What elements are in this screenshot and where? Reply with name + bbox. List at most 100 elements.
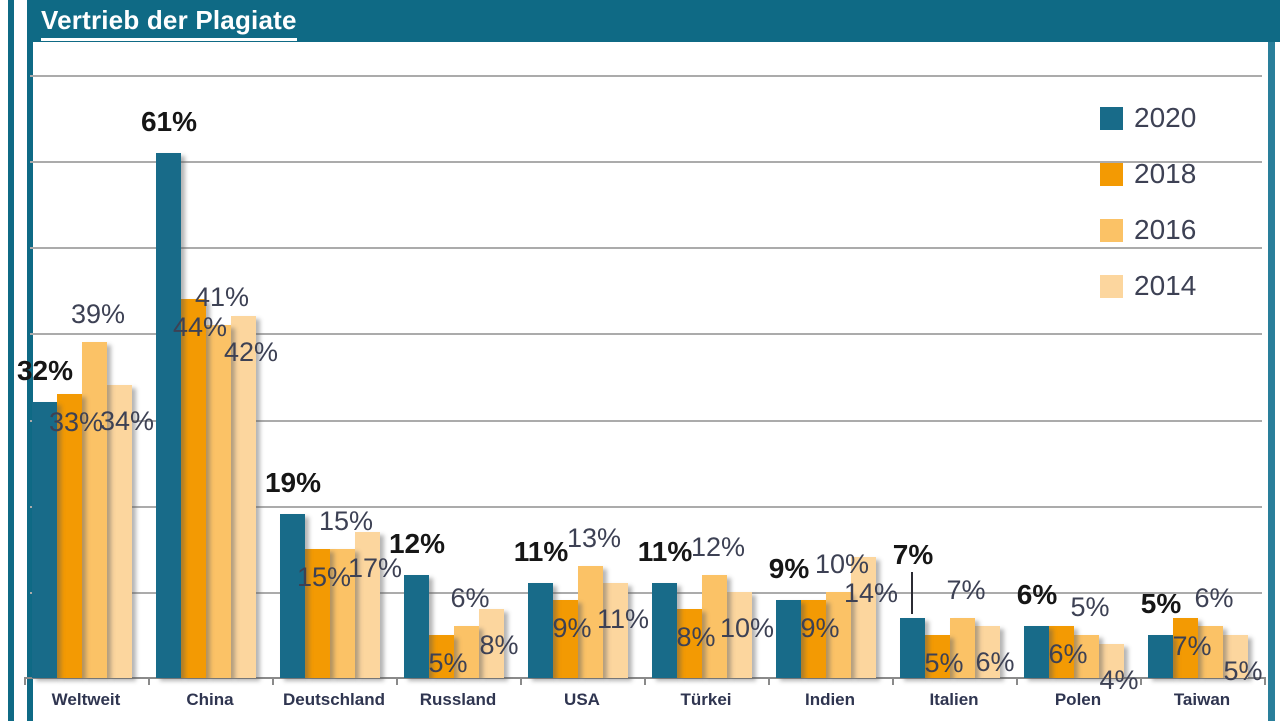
legend-swatch-2018 xyxy=(1100,162,1123,186)
value-label-deutschland-2020: 19% xyxy=(264,467,322,498)
bar-türkei-2018 xyxy=(677,609,702,678)
value-label-deutschland-2018: 15% xyxy=(296,562,352,592)
category-label-russland: Russland xyxy=(419,690,497,709)
bar-deutschland-2016 xyxy=(330,549,355,678)
bar-china-2020 xyxy=(156,153,181,678)
value-label-polen-2018: 6% xyxy=(1048,639,1088,669)
legend-label-2020: 2020 xyxy=(1134,102,1197,133)
gridline-40% xyxy=(30,333,1262,335)
value-label-china-2016: 41% xyxy=(194,282,250,312)
bar-deutschland-2018 xyxy=(305,549,330,678)
value-label-russland-2018: 5% xyxy=(428,648,468,678)
bar-taiwan-2020 xyxy=(1148,635,1173,678)
panel-right-border xyxy=(1268,42,1275,721)
bar-deutschland-2020 xyxy=(280,514,305,678)
value-label-china-2018: 44% xyxy=(172,312,228,342)
value-label-taiwan-2016: 6% xyxy=(1194,583,1234,613)
legend-label-2018: 2018 xyxy=(1134,158,1197,189)
value-label-italien-2016: 7% xyxy=(946,575,986,605)
category-label-china: China xyxy=(186,690,234,709)
bar-taiwan-2016 xyxy=(1198,626,1223,678)
bar-italien-2016 xyxy=(950,618,975,678)
legend-item-2020: 2020 xyxy=(1100,100,1196,136)
x-axis-tick xyxy=(768,677,770,685)
bar-polen-2016 xyxy=(1074,635,1099,678)
gridline-50% xyxy=(30,247,1262,249)
value-label-italien-2018: 5% xyxy=(924,648,964,678)
category-label-türkei: Türkei xyxy=(680,690,732,709)
value-label-weltweit-2020: 32% xyxy=(16,355,74,386)
bar-italien-2018 xyxy=(925,635,950,678)
bar-russland-2016 xyxy=(454,626,479,678)
category-label-italien: Italien xyxy=(929,690,979,709)
x-axis-tick xyxy=(520,677,522,685)
legend-item-2014: 2014 xyxy=(1100,268,1196,304)
bar-china-2014 xyxy=(231,316,256,678)
x-axis-tick xyxy=(272,677,274,685)
value-label-china-2020: 61% xyxy=(140,106,198,137)
category-label-deutschland: Deutschland xyxy=(282,690,386,709)
bar-polen-2014 xyxy=(1099,644,1124,678)
panel-left-border xyxy=(27,42,33,721)
bar-indien-2018 xyxy=(801,600,826,678)
bar-türkei-2020 xyxy=(652,583,677,678)
category-label-weltweit: Weltweit xyxy=(51,690,121,709)
bar-usa-2014 xyxy=(603,583,628,678)
x-axis-tick xyxy=(1016,677,1018,685)
value-label-weltweit-2018: 33% xyxy=(48,407,104,437)
bar-usa-2018 xyxy=(553,600,578,678)
value-label-türkei-2014: 10% xyxy=(719,613,775,643)
value-label-taiwan-2020: 5% xyxy=(1140,588,1182,619)
bar-weltweit-2016 xyxy=(82,342,107,678)
bar-türkei-2014 xyxy=(727,592,752,678)
value-label-china-2014: 42% xyxy=(223,337,279,367)
x-axis-tick xyxy=(892,677,894,685)
x-axis-tick xyxy=(644,677,646,685)
bar-weltweit-2014 xyxy=(107,385,132,678)
legend-label-2016: 2016 xyxy=(1134,214,1197,245)
category-label-usa: USA xyxy=(564,690,600,709)
bar-russland-2020 xyxy=(404,575,429,678)
gridline-10% xyxy=(30,592,1262,594)
value-label-weltweit-2016: 39% xyxy=(70,299,126,329)
bar-usa-2016 xyxy=(578,566,603,678)
gridline-70% xyxy=(30,75,1262,77)
x-axis-tick xyxy=(148,677,150,685)
legend-swatch-2014 xyxy=(1100,274,1123,298)
value-label-türkei-2020: 11% xyxy=(637,536,693,567)
bar-indien-2016 xyxy=(826,592,851,678)
x-axis-tick xyxy=(1264,677,1266,685)
bar-italien-2014 xyxy=(975,626,1000,678)
gridline-60% xyxy=(30,161,1262,163)
value-label-russland-2020: 12% xyxy=(388,528,446,559)
x-axis-tick xyxy=(24,677,26,685)
bar-russland-2018 xyxy=(429,635,454,678)
value-label-taiwan-2018: 7% xyxy=(1172,631,1212,661)
value-label-usa-2016: 13% xyxy=(566,523,622,553)
bar-deutschland-2014 xyxy=(355,532,380,678)
gridline-20% xyxy=(30,506,1262,508)
value-label-italien-2014: 6% xyxy=(975,647,1015,677)
bar-türkei-2016 xyxy=(702,575,727,678)
value-label-weltweit-2014: 34% xyxy=(99,406,155,436)
leader-line-italien xyxy=(910,572,913,614)
chart-header-bar: Vertrieb der Plagiate xyxy=(27,0,1280,42)
value-label-indien-2020: 9% xyxy=(768,553,810,584)
value-label-russland-2016: 6% xyxy=(450,583,490,613)
bar-polen-2018 xyxy=(1049,626,1074,678)
value-label-türkei-2016: 12% xyxy=(690,532,746,562)
value-label-russland-2014: 8% xyxy=(479,630,519,660)
bar-china-2018 xyxy=(181,299,206,678)
legend-item-2016: 2016 xyxy=(1100,212,1196,248)
x-axis-tick xyxy=(396,677,398,685)
value-label-usa-2014: 11% xyxy=(596,604,650,634)
bar-indien-2014 xyxy=(851,557,876,678)
legend-swatch-2020 xyxy=(1100,106,1123,130)
bar-china-2016 xyxy=(206,325,231,678)
value-label-indien-2018: 9% xyxy=(800,613,840,643)
value-label-deutschland-2016: 15% xyxy=(318,506,374,536)
value-label-taiwan-2014: 5% xyxy=(1223,656,1263,686)
bar-usa-2020 xyxy=(528,583,553,678)
